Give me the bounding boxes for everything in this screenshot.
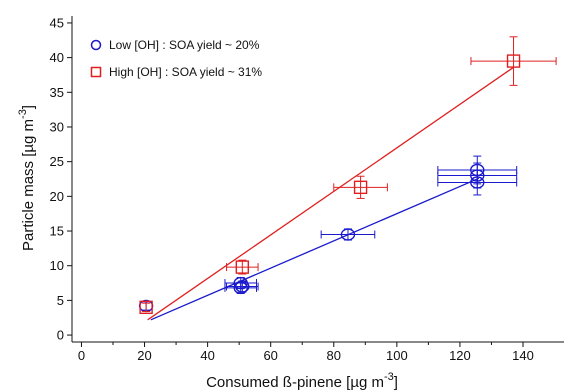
x-tick-label: 80 bbox=[327, 348, 341, 363]
y-tick-label: 30 bbox=[50, 119, 64, 134]
x-tick-label: 100 bbox=[386, 348, 408, 363]
data-point-high-oh bbox=[235, 260, 250, 274]
axes: 0 20 40 60 80 100 120 140 0 5 10 15 20 25 30 35 40 45 bbox=[50, 15, 564, 363]
x-tick-label: 140 bbox=[512, 348, 534, 363]
y-tick-label: 25 bbox=[50, 154, 64, 169]
legend-label-low-oh: Low [OH] : SOA yield ~ 20% bbox=[109, 38, 260, 52]
y-tick-label: 10 bbox=[50, 258, 64, 273]
x-axis-label: Consumed ß-pinene [µg m-3] bbox=[206, 371, 398, 391]
x-tick-label: 40 bbox=[200, 348, 214, 363]
legend-marker-high-oh bbox=[90, 66, 102, 78]
y-tick-label: 15 bbox=[50, 224, 64, 239]
y-axis-label: Particle mass [µg m-3] bbox=[17, 105, 37, 251]
fit-line-low-oh bbox=[150, 177, 480, 321]
y-tick-label: 5 bbox=[57, 293, 64, 308]
x-tick-label: 0 bbox=[78, 348, 85, 363]
x-tick-label: 120 bbox=[449, 348, 471, 363]
legend: Low [OH] : SOA yield ~ 20% High [OH] : S… bbox=[90, 38, 262, 79]
data-point-low-oh bbox=[233, 281, 248, 295]
y-tick-label: 40 bbox=[50, 50, 64, 65]
data-point-high-oh bbox=[139, 300, 153, 315]
legend-marker-low-oh bbox=[90, 39, 102, 51]
data-point-high-oh bbox=[506, 54, 521, 68]
data-point-high-oh bbox=[353, 180, 368, 195]
fit-line-high-oh bbox=[147, 66, 514, 321]
x-tick-label: 60 bbox=[263, 348, 277, 363]
y-tick-label: 35 bbox=[50, 85, 64, 100]
data-point-low-oh bbox=[470, 169, 485, 182]
data-point-low-oh bbox=[235, 280, 250, 293]
y-tick-label: 45 bbox=[50, 15, 64, 30]
legend-label-high-oh: High [OH] : SOA yield ~ 31% bbox=[109, 65, 262, 79]
y-tick-label: 0 bbox=[57, 328, 64, 343]
data-point-low-oh bbox=[340, 228, 356, 241]
x-tick-label: 20 bbox=[137, 348, 151, 363]
plot-area bbox=[138, 36, 557, 321]
y-tick-label: 20 bbox=[50, 189, 64, 204]
